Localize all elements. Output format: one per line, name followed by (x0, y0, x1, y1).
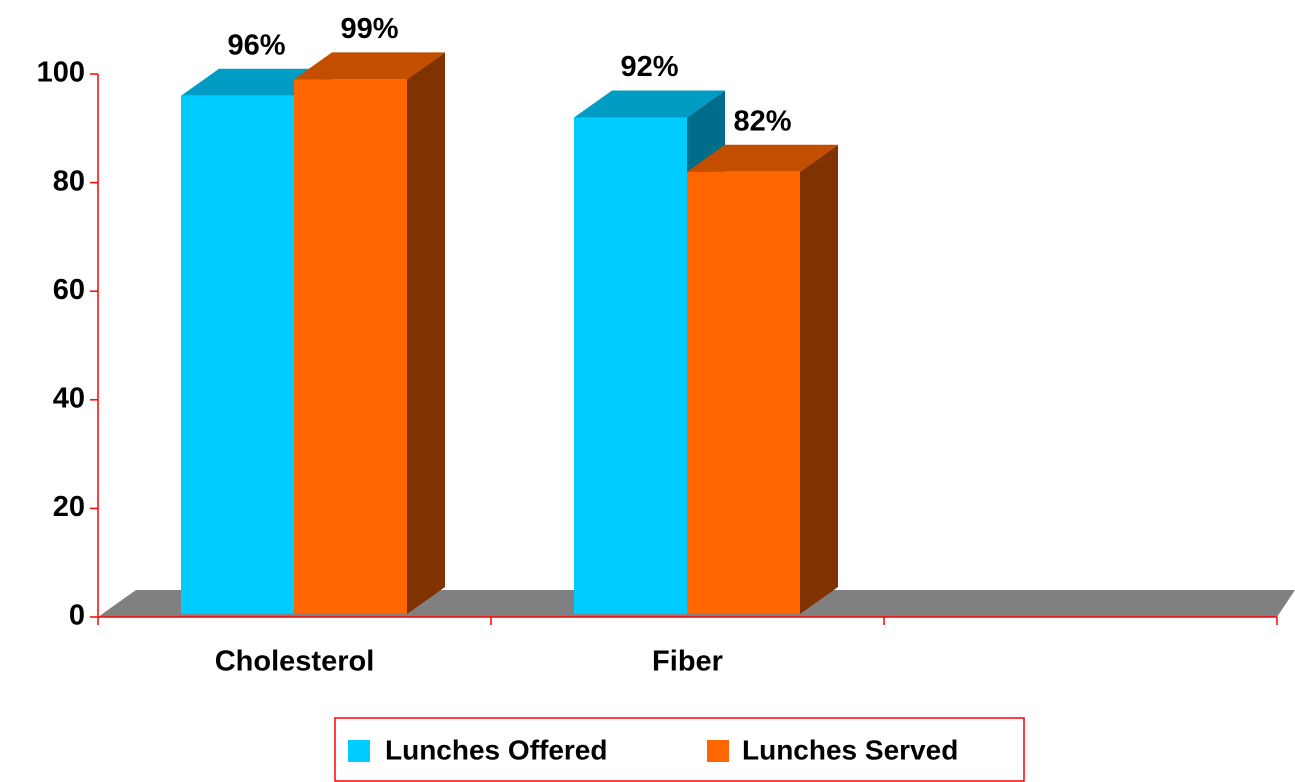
bar-side (407, 52, 445, 615)
bar (574, 117, 687, 614)
bar-side (800, 144, 838, 615)
bar (181, 95, 294, 615)
value-label: 99% (340, 13, 398, 45)
bar-top (294, 52, 445, 80)
legend-label: Lunches Served (742, 734, 958, 765)
y-tick-label: 20 (53, 491, 85, 523)
legend-label: Lunches Offered (385, 734, 607, 765)
y-tick-label: 80 (53, 165, 85, 197)
value-label: 92% (620, 51, 678, 83)
x-tick-label: Fiber (652, 646, 723, 678)
y-tick-label: 40 (53, 382, 85, 414)
y-tick-label: 0 (69, 600, 85, 632)
x-tick-label: Cholesterol (215, 646, 375, 678)
legend-swatch (348, 740, 370, 762)
value-label: 96% (227, 29, 285, 61)
bar-top (687, 144, 838, 172)
y-tick-label: 60 (53, 274, 85, 306)
bar (687, 171, 800, 615)
legend-swatch (707, 740, 729, 762)
legend-box (334, 717, 1025, 782)
y-tick-label: 100 (37, 57, 85, 89)
value-label: 82% (733, 105, 791, 137)
bar-top (574, 90, 725, 118)
bar (294, 79, 407, 615)
